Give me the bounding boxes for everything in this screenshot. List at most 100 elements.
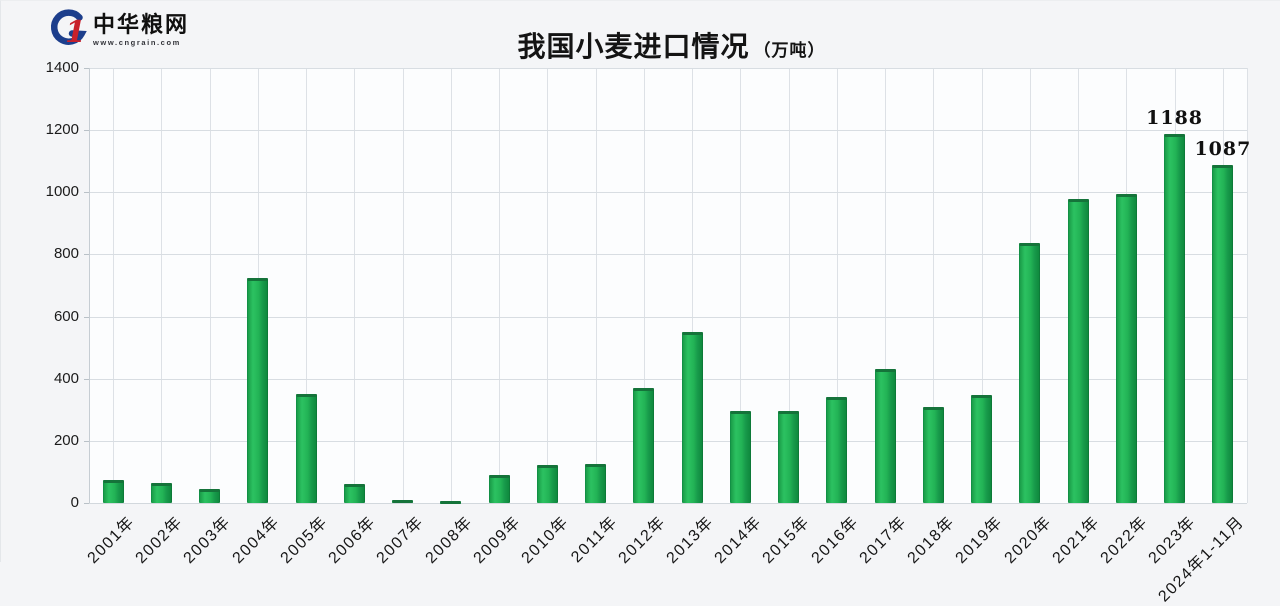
chart-title-block: 我国小麦进口情况 （万吨） <box>1 25 1280 65</box>
bar-2009年 <box>488 475 510 503</box>
v-gridline <box>499 68 501 503</box>
bar-2023年 <box>1164 133 1186 503</box>
bar-2005年 <box>295 393 317 503</box>
v-gridline <box>643 68 645 503</box>
h-gridline <box>89 378 1247 380</box>
x-tick-label: 2013年 <box>663 513 718 568</box>
bar-value-label: 1188 <box>1146 106 1204 129</box>
x-tick-label: 2010年 <box>518 513 573 568</box>
chart-title: 我国小麦进口情况 <box>517 31 750 62</box>
svg-text:1: 1 <box>65 15 86 50</box>
y-tick-mark <box>84 316 89 318</box>
x-tick-label: 2015年 <box>760 513 814 568</box>
h-gridline <box>89 68 1247 69</box>
x-tick-label: 2002年 <box>132 513 187 568</box>
h-gridline <box>89 192 1247 194</box>
v-gridline <box>354 68 356 503</box>
y-tick-label: 1000 <box>45 183 79 201</box>
y-tick-mark <box>84 192 89 194</box>
logo-text-block: 中华粮网 www.cngrain.com <box>93 11 190 47</box>
v-gridline <box>692 68 694 503</box>
bar-2014年 <box>729 410 751 503</box>
cngrain-logo-icon: 1 <box>51 9 87 50</box>
logo-url: www.cngrain.com <box>93 37 181 47</box>
x-tick-label: 2016年 <box>808 513 863 568</box>
v-gridline <box>161 68 163 503</box>
x-tick-label: 2021年 <box>1049 513 1104 568</box>
x-tick-label: 2008年 <box>422 513 477 568</box>
v-gridline <box>450 68 452 503</box>
y-tick-label: 400 <box>53 369 79 387</box>
plot-area <box>89 68 1247 503</box>
v-gridline <box>981 68 983 503</box>
cngrain-logo[interactable]: 1 中华粮网 www.cngrain.com <box>47 9 189 51</box>
v-gridline <box>306 68 308 503</box>
bar-2017年 <box>874 369 896 503</box>
x-tick-label: 2005年 <box>277 513 332 568</box>
bar-2012年 <box>633 388 655 503</box>
x-tick-label: 2009年 <box>470 513 525 568</box>
bar-2006年 <box>343 484 365 503</box>
x-tick-label: 2022年 <box>1097 513 1152 568</box>
bar-2013年 <box>681 332 703 503</box>
x-tick-label: 2006年 <box>325 513 380 568</box>
y-axis-line <box>89 68 90 503</box>
y-tick-mark <box>84 440 89 442</box>
v-gridline <box>788 68 790 503</box>
y-tick-mark <box>84 503 89 504</box>
y-tick-mark <box>84 68 89 69</box>
bar-2016年 <box>826 397 848 503</box>
bar-2008年 <box>440 501 462 504</box>
v-gridline <box>595 68 597 503</box>
bar-2004年 <box>247 278 269 503</box>
bar-2022年 <box>1115 193 1137 503</box>
bar-2007年 <box>392 499 414 503</box>
y-tick-label: 1200 <box>45 121 79 139</box>
bar-2011年 <box>585 463 607 503</box>
x-tick-label: 2014年 <box>711 513 766 568</box>
bar-2019年 <box>971 394 993 503</box>
bar-2015年 <box>778 410 800 503</box>
bar-2018年 <box>922 406 944 503</box>
v-gridline <box>113 68 115 503</box>
y-tick-label: 800 <box>53 245 79 263</box>
v-gridline <box>933 68 935 503</box>
bar-2003年 <box>199 489 221 503</box>
x-tick-label: 2004年 <box>229 513 284 568</box>
x-tick-label: 2017年 <box>856 513 911 568</box>
v-gridline <box>740 68 742 503</box>
x-tick-label: 2011年 <box>567 513 621 567</box>
bar-2010年 <box>536 464 558 503</box>
h-gridline <box>89 130 1247 132</box>
y-tick-label: 600 <box>53 307 79 325</box>
logo-name: 中华粮网 <box>93 11 190 37</box>
x-tick-label: 2007年 <box>374 513 428 568</box>
x-tick-label: 2001年 <box>84 513 139 568</box>
x-tick-label: 2019年 <box>953 513 1007 568</box>
h-gridline <box>89 254 1247 256</box>
bar-2002年 <box>150 483 172 503</box>
y-tick-mark <box>84 378 89 380</box>
plot-right-border <box>1247 68 1248 503</box>
h-gridline <box>89 316 1247 318</box>
x-axis-line <box>89 503 1247 504</box>
bar-2020年 <box>1019 242 1041 503</box>
v-gridline <box>402 68 404 503</box>
y-tick-label: 1400 <box>45 59 79 76</box>
y-tick-label: 0 <box>70 494 79 511</box>
v-gridline <box>209 68 211 503</box>
bar-2024年1-11月 <box>1212 165 1234 503</box>
bar-value-label: 1087 <box>1194 138 1252 161</box>
y-tick-mark <box>84 254 89 256</box>
h-gridline <box>89 440 1247 442</box>
x-tick-label: 2003年 <box>181 513 235 568</box>
x-tick-label: 2020年 <box>1001 513 1056 568</box>
y-tick-mark <box>84 130 89 132</box>
v-gridline <box>885 68 887 503</box>
v-gridline <box>547 68 549 503</box>
x-tick-label: 2018年 <box>904 513 959 568</box>
x-tick-label: 2012年 <box>615 513 670 568</box>
chart-title-unit: （万吨） <box>753 41 826 60</box>
bar-2021年 <box>1067 199 1089 503</box>
